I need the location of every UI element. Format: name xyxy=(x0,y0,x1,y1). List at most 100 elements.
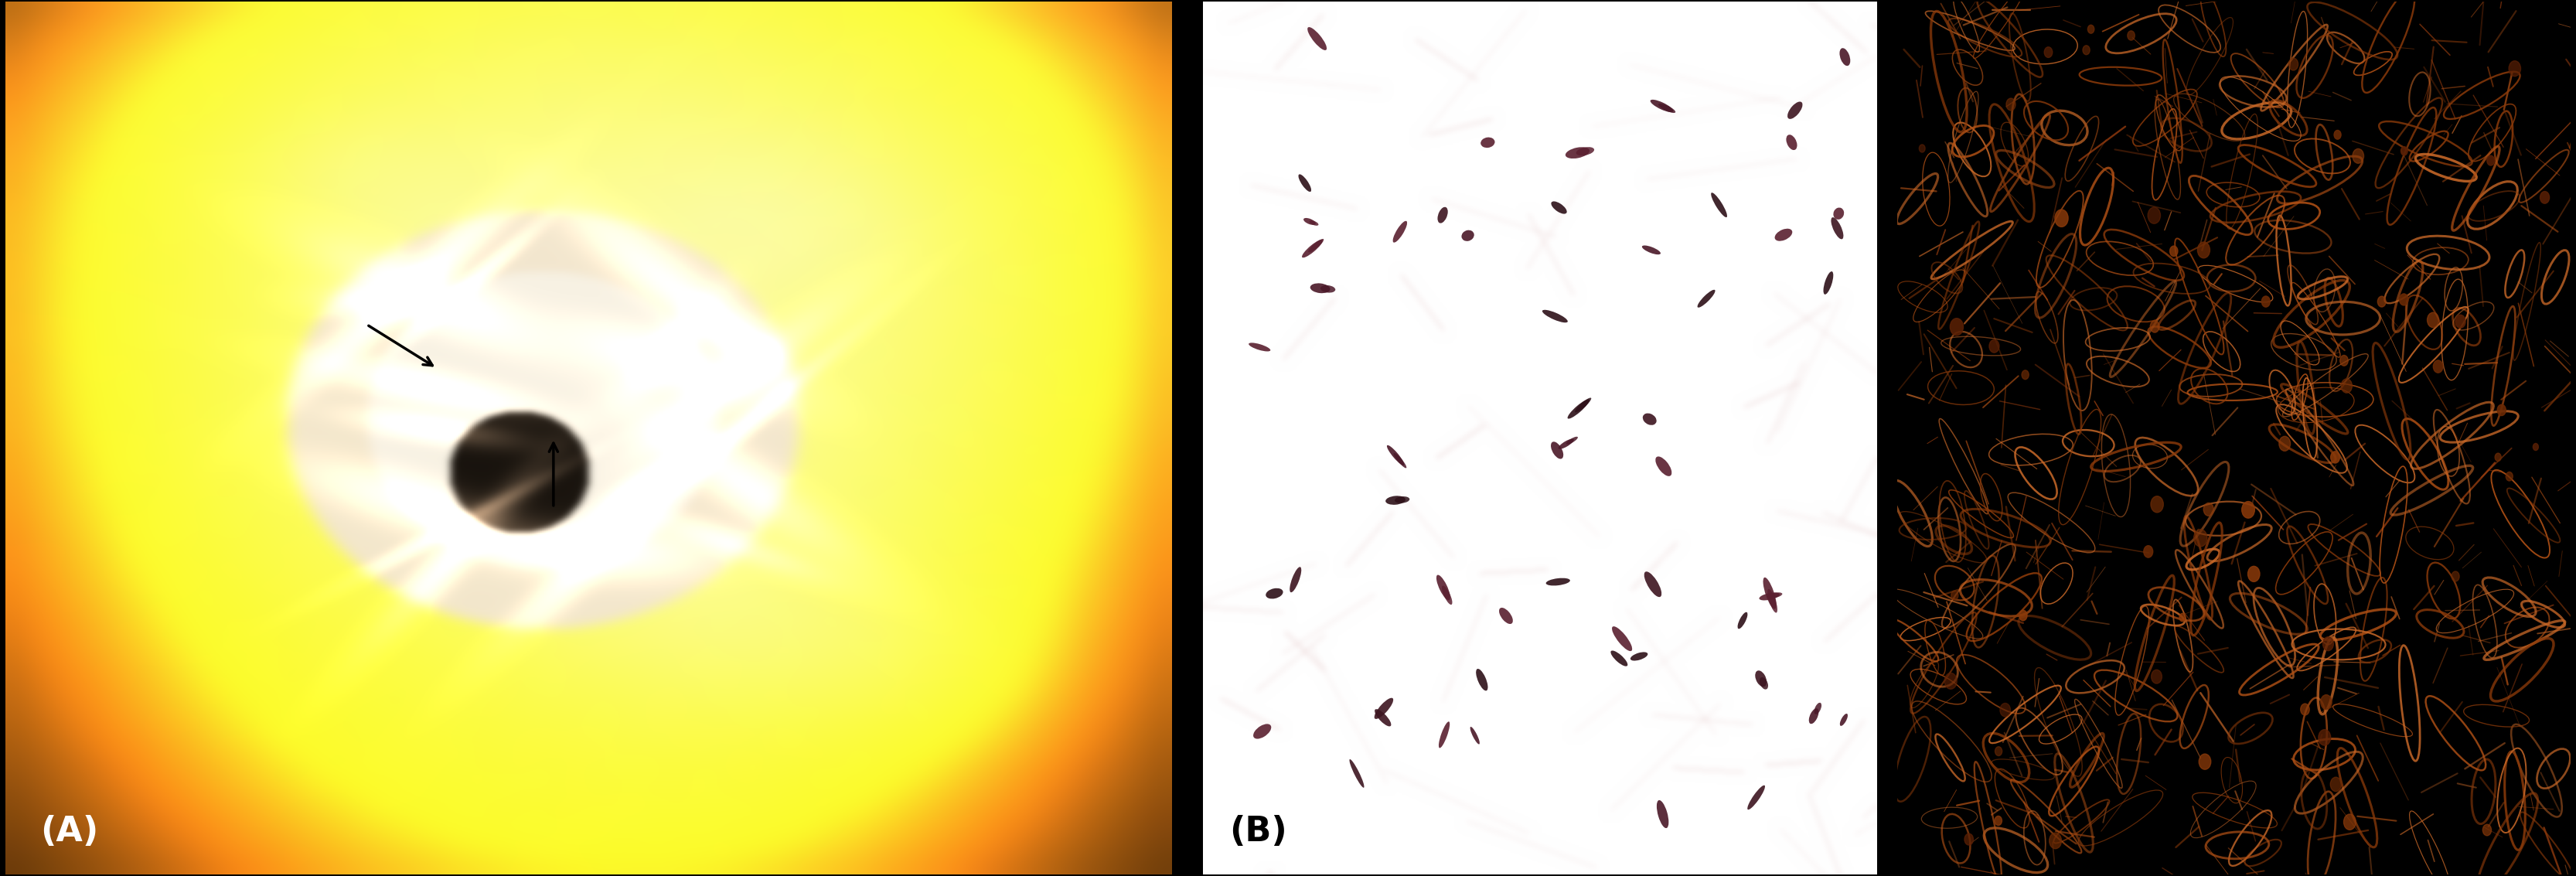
Circle shape xyxy=(2398,293,2409,306)
Ellipse shape xyxy=(1574,398,1592,413)
Circle shape xyxy=(2128,31,2136,40)
Ellipse shape xyxy=(1610,651,1628,667)
Circle shape xyxy=(1950,318,1963,336)
Circle shape xyxy=(2324,637,2334,651)
Ellipse shape xyxy=(1301,240,1321,258)
Ellipse shape xyxy=(1551,442,1564,459)
Ellipse shape xyxy=(1747,785,1765,809)
Ellipse shape xyxy=(1641,245,1662,255)
Ellipse shape xyxy=(1566,147,1589,159)
Circle shape xyxy=(1965,834,1973,845)
Circle shape xyxy=(2378,296,2385,307)
Circle shape xyxy=(2197,242,2210,258)
Circle shape xyxy=(2496,453,2501,462)
Circle shape xyxy=(2007,98,2014,110)
Circle shape xyxy=(2287,58,2298,70)
Ellipse shape xyxy=(1739,612,1747,629)
Circle shape xyxy=(2506,472,2512,481)
Circle shape xyxy=(2087,25,2094,33)
Ellipse shape xyxy=(1386,445,1404,465)
Circle shape xyxy=(2486,156,2494,166)
Circle shape xyxy=(2050,833,2061,849)
Circle shape xyxy=(2434,360,2442,373)
Ellipse shape xyxy=(1386,496,1406,505)
Ellipse shape xyxy=(1291,567,1301,592)
Text: (A): (A) xyxy=(41,815,98,848)
Ellipse shape xyxy=(1577,147,1595,156)
Ellipse shape xyxy=(1546,578,1569,586)
Circle shape xyxy=(2496,405,2506,415)
Circle shape xyxy=(2151,496,2164,512)
Text: (B): (B) xyxy=(1229,815,1288,848)
Ellipse shape xyxy=(1440,722,1450,748)
Ellipse shape xyxy=(1558,439,1574,449)
Ellipse shape xyxy=(1762,577,1777,609)
Circle shape xyxy=(2151,670,2161,683)
Circle shape xyxy=(2509,60,2522,76)
Ellipse shape xyxy=(1643,571,1662,597)
Ellipse shape xyxy=(1249,343,1270,351)
Ellipse shape xyxy=(1631,652,1649,661)
Circle shape xyxy=(2331,451,2339,463)
Ellipse shape xyxy=(1481,138,1494,148)
Circle shape xyxy=(2452,571,2460,582)
Ellipse shape xyxy=(1309,221,1319,226)
Ellipse shape xyxy=(1376,698,1394,719)
Ellipse shape xyxy=(1566,436,1579,444)
Circle shape xyxy=(2352,149,2365,163)
Circle shape xyxy=(1994,816,2002,825)
Circle shape xyxy=(2262,296,2269,307)
Circle shape xyxy=(2401,146,2409,155)
Circle shape xyxy=(2151,321,2159,333)
Circle shape xyxy=(2331,777,2342,791)
Ellipse shape xyxy=(1394,453,1406,468)
Ellipse shape xyxy=(1376,710,1391,726)
Ellipse shape xyxy=(1499,608,1512,624)
Ellipse shape xyxy=(1656,456,1672,477)
Circle shape xyxy=(2532,443,2537,450)
Ellipse shape xyxy=(1759,677,1767,689)
Ellipse shape xyxy=(1350,759,1365,788)
Ellipse shape xyxy=(1788,102,1803,119)
Ellipse shape xyxy=(1311,283,1329,293)
Ellipse shape xyxy=(1265,588,1283,599)
Circle shape xyxy=(1989,340,1999,353)
Circle shape xyxy=(2045,47,2053,58)
Circle shape xyxy=(2427,313,2439,328)
Circle shape xyxy=(2169,246,2177,257)
Ellipse shape xyxy=(1613,626,1633,651)
Ellipse shape xyxy=(1839,48,1850,66)
Ellipse shape xyxy=(1394,221,1406,243)
Ellipse shape xyxy=(1651,100,1674,112)
Ellipse shape xyxy=(1832,217,1844,239)
Circle shape xyxy=(2056,209,2069,227)
Ellipse shape xyxy=(1543,310,1569,322)
Ellipse shape xyxy=(1437,575,1450,600)
Circle shape xyxy=(2241,501,2254,518)
Ellipse shape xyxy=(1437,207,1448,223)
Ellipse shape xyxy=(1656,800,1669,828)
Ellipse shape xyxy=(1569,399,1589,419)
Ellipse shape xyxy=(1767,592,1783,598)
Ellipse shape xyxy=(1551,201,1566,214)
Ellipse shape xyxy=(1710,193,1726,217)
Ellipse shape xyxy=(1303,218,1316,225)
Circle shape xyxy=(2318,730,2331,745)
Ellipse shape xyxy=(1759,592,1780,600)
Ellipse shape xyxy=(1255,724,1270,738)
Text: (C): (C) xyxy=(1924,815,1981,848)
Circle shape xyxy=(2148,208,2161,223)
Circle shape xyxy=(2202,503,2213,516)
Circle shape xyxy=(1919,145,1924,152)
Ellipse shape xyxy=(1643,413,1656,425)
Ellipse shape xyxy=(1461,230,1473,241)
Circle shape xyxy=(1999,703,2009,717)
Circle shape xyxy=(2179,613,2184,621)
Ellipse shape xyxy=(1754,670,1767,687)
Ellipse shape xyxy=(1471,727,1479,745)
Circle shape xyxy=(2455,314,2465,328)
Ellipse shape xyxy=(1785,135,1798,150)
Ellipse shape xyxy=(1476,668,1489,691)
Ellipse shape xyxy=(1839,714,1847,726)
Circle shape xyxy=(2540,191,2550,203)
